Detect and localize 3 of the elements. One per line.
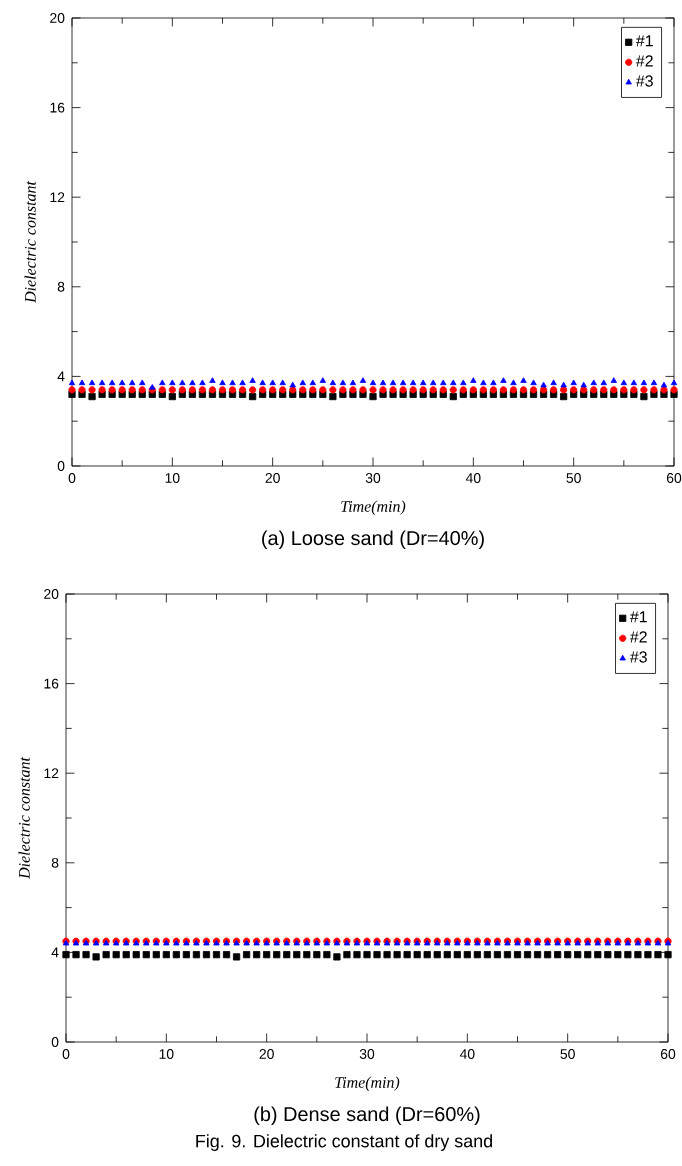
text: (a) Loose sand (Dr=40%) [262, 530, 484, 550]
caption: Fig. 9. Dielectric constant of dry sand [196, 1134, 492, 1151]
text: (b) Dense sand (Dr=60%) [254, 1106, 480, 1126]
